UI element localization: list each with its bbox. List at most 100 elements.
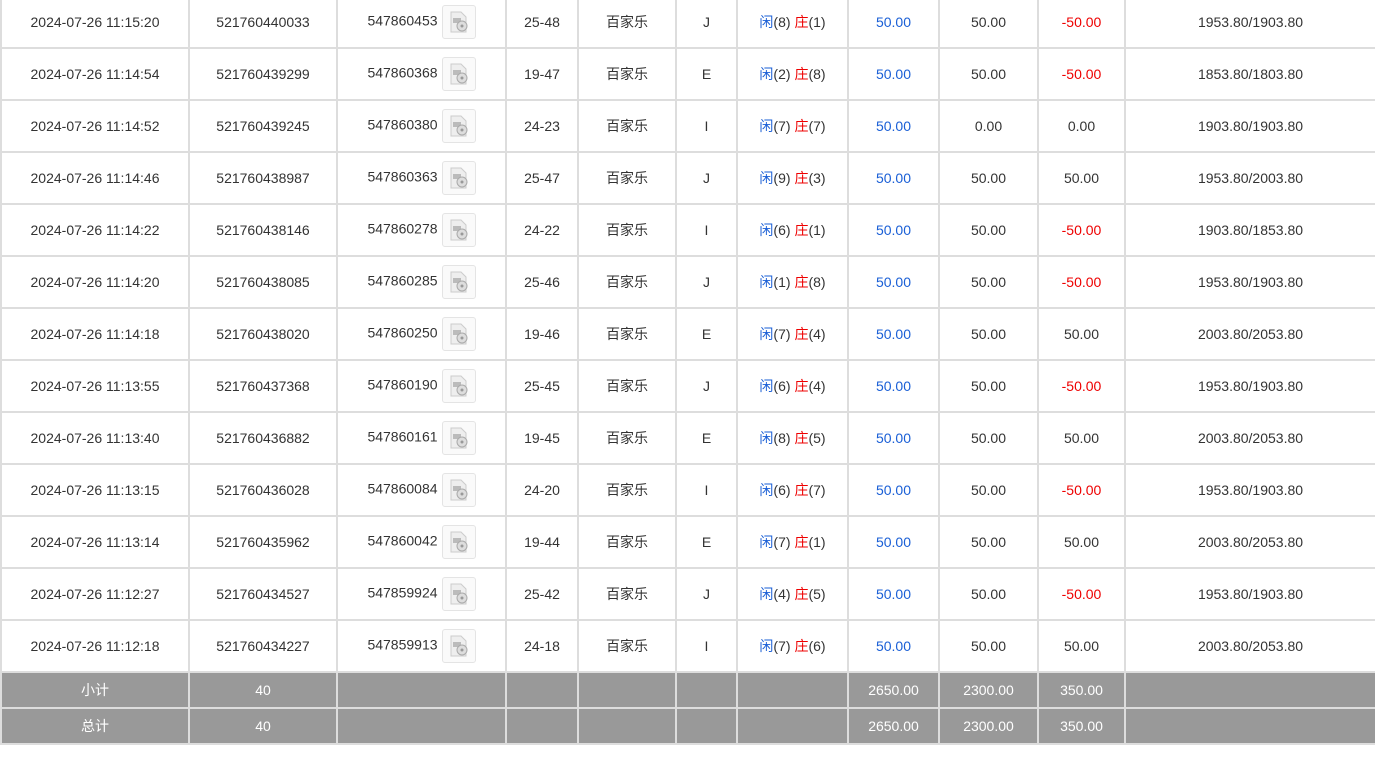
table-id: 25-42 xyxy=(505,567,579,621)
valid-amount: 50.00 xyxy=(938,411,1039,465)
banker-points: 1 xyxy=(813,534,821,550)
video-replay-icon[interactable] xyxy=(441,109,476,143)
round-id-cell: 547860453 xyxy=(336,0,507,49)
table-code: J xyxy=(675,151,738,205)
player-label: 闲 xyxy=(759,378,774,394)
table-code: I xyxy=(675,99,738,153)
empty-cell xyxy=(736,707,849,745)
summary-label: 总计 xyxy=(0,707,190,745)
paren: ) xyxy=(820,66,826,82)
balance: 1853.80/1803.80 xyxy=(1124,47,1375,101)
paren: ) xyxy=(785,66,795,82)
table-row: 2024-07-26 11:14:18 521760438020 547860250… xyxy=(0,307,1375,361)
paren: ) xyxy=(820,534,826,550)
player-label: 闲 xyxy=(759,430,774,446)
player-points: 7 xyxy=(778,638,786,654)
banker-points: 7 xyxy=(813,482,821,498)
table-code: I xyxy=(675,463,738,517)
result: 闲(8) 庄(5) xyxy=(736,411,849,465)
table-row: 2024-07-26 11:14:52 521760439245 547860380… xyxy=(0,99,1375,153)
round-id: 547860084 xyxy=(367,480,438,497)
video-replay-icon[interactable] xyxy=(441,629,476,663)
table-id: 19-44 xyxy=(505,515,579,569)
player-points: 4 xyxy=(778,586,786,602)
banker-points: 8 xyxy=(813,274,821,290)
table-row: 2024-07-26 11:14:46 521760438987 547860363… xyxy=(0,151,1375,205)
win-loss: 50.00 xyxy=(1037,411,1126,465)
paren: ( xyxy=(773,274,779,290)
table-code: J xyxy=(675,359,738,413)
result: 闲(2) 庄(8) xyxy=(736,47,849,101)
round-id-cell: 547860363 xyxy=(336,151,507,205)
valid-amount: 50.00 xyxy=(938,515,1039,569)
video-replay-icon[interactable] xyxy=(441,473,476,507)
bet-amount: 50.00 xyxy=(847,47,940,101)
player-label: 闲 xyxy=(759,534,774,550)
player-points: 8 xyxy=(778,14,786,30)
banker-points: 6 xyxy=(813,638,821,654)
player-points: 9 xyxy=(778,170,786,186)
round-id: 547860453 xyxy=(367,12,438,29)
bet-time: 2024-07-26 11:12:27 xyxy=(0,567,190,621)
video-replay-icon[interactable] xyxy=(441,213,476,247)
result: 闲(7) 庄(1) xyxy=(736,515,849,569)
video-replay-icon[interactable] xyxy=(441,265,476,299)
paren: ( xyxy=(773,378,779,394)
table-row: 2024-07-26 11:13:15 521760436028 547860084… xyxy=(0,463,1375,517)
empty-cell xyxy=(736,671,849,709)
game-type: 百家乐 xyxy=(577,411,677,465)
banker-label: 庄 xyxy=(794,534,809,550)
paren: ( xyxy=(773,326,779,342)
round-id-cell: 547860250 xyxy=(336,307,507,361)
player-label: 闲 xyxy=(759,274,774,290)
balance: 1953.80/1903.80 xyxy=(1124,359,1375,413)
paren: ) xyxy=(820,586,826,602)
table-id: 24-22 xyxy=(505,203,579,257)
bet-time: 2024-07-26 11:13:15 xyxy=(0,463,190,517)
round-id-cell: 547860380 xyxy=(336,99,507,153)
paren: ) xyxy=(785,638,795,654)
bet-amount: 50.00 xyxy=(847,463,940,517)
paren: ) xyxy=(820,430,826,446)
table-row: 2024-07-26 11:13:14 521760435962 547860042… xyxy=(0,515,1375,569)
paren: ) xyxy=(785,118,795,134)
subtotal-row: 小计 40 2650.00 2300.00 350.00 xyxy=(0,671,1375,709)
summary-valid: 2300.00 xyxy=(938,707,1039,745)
paren: ) xyxy=(820,326,826,342)
valid-amount: 50.00 xyxy=(938,307,1039,361)
video-replay-icon[interactable] xyxy=(441,57,476,91)
table-row: 2024-07-26 11:14:54 521760439299 547860368… xyxy=(0,47,1375,101)
bet-time: 2024-07-26 11:14:52 xyxy=(0,99,190,153)
paren: ( xyxy=(773,14,779,30)
paren: ) xyxy=(820,170,826,186)
paren: ( xyxy=(808,638,814,654)
banker-label: 庄 xyxy=(794,326,809,342)
video-replay-icon[interactable] xyxy=(441,317,476,351)
video-replay-icon[interactable] xyxy=(441,525,476,559)
result: 闲(7) 庄(7) xyxy=(736,99,849,153)
win-loss: 50.00 xyxy=(1037,619,1126,673)
game-type: 百家乐 xyxy=(577,463,677,517)
empty-cell xyxy=(1124,707,1375,745)
table-row: 2024-07-26 11:15:20 521760440033 547860453… xyxy=(0,0,1375,49)
game-type: 百家乐 xyxy=(577,0,677,49)
video-replay-icon[interactable] xyxy=(441,161,476,195)
paren: ( xyxy=(808,118,814,134)
video-replay-icon[interactable] xyxy=(441,577,476,611)
bet-time: 2024-07-26 11:14:46 xyxy=(0,151,190,205)
game-type: 百家乐 xyxy=(577,47,677,101)
result: 闲(7) 庄(4) xyxy=(736,307,849,361)
win-loss: 50.00 xyxy=(1037,307,1126,361)
banker-points: 3 xyxy=(813,170,821,186)
game-type: 百家乐 xyxy=(577,359,677,413)
paren: ( xyxy=(808,378,814,394)
video-replay-icon[interactable] xyxy=(441,5,476,39)
round-id-cell: 547860278 xyxy=(336,203,507,257)
table-code: J xyxy=(675,0,738,49)
game-type: 百家乐 xyxy=(577,99,677,153)
video-replay-icon[interactable] xyxy=(441,369,476,403)
summary-win: 350.00 xyxy=(1037,671,1126,709)
video-replay-icon[interactable] xyxy=(441,421,476,455)
paren: ( xyxy=(808,14,814,30)
bet-id: 521760436882 xyxy=(188,411,338,465)
